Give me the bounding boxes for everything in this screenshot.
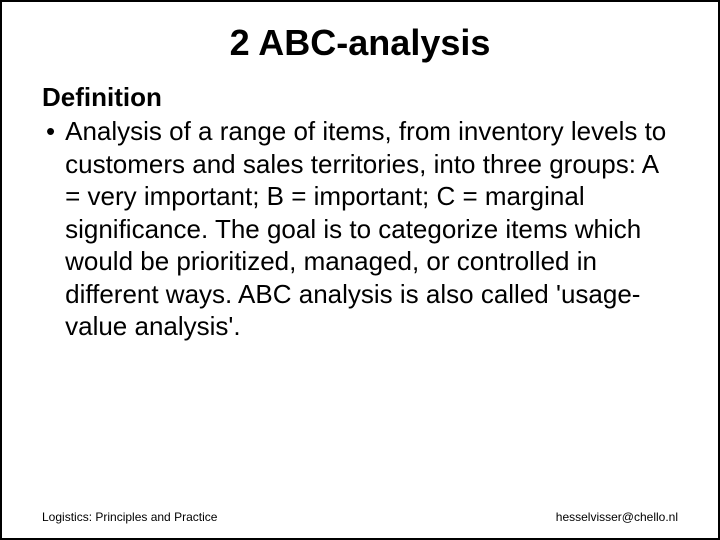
definition-heading: Definition xyxy=(42,82,678,113)
bullet-marker-icon: • xyxy=(46,115,55,148)
footer-left: Logistics: Principles and Practice xyxy=(42,510,217,524)
bullet-text: Analysis of a range of items, from inven… xyxy=(65,115,678,343)
bullet-item: • Analysis of a range of items, from inv… xyxy=(42,115,678,343)
slide-footer: Logistics: Principles and Practice hesse… xyxy=(42,510,678,524)
footer-right: hesselvisser@chello.nl xyxy=(556,510,678,524)
slide-title: 2 ABC-analysis xyxy=(42,22,678,64)
slide-content: Definition • Analysis of a range of item… xyxy=(42,82,678,538)
slide-container: 2 ABC-analysis Definition • Analysis of … xyxy=(2,2,718,538)
